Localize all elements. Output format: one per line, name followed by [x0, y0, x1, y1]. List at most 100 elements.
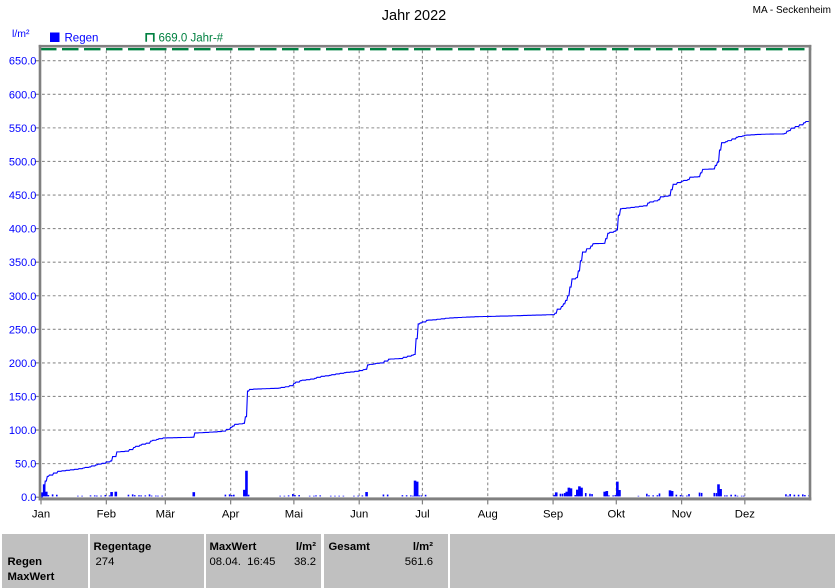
rain-bar — [717, 484, 720, 497]
table-separator — [447, 534, 450, 588]
rain-bar — [553, 494, 555, 497]
table-value-regentage: 274 — [95, 556, 115, 568]
y-tick-label: 400.0 — [9, 224, 37, 236]
y-tick-label: 50.0 — [15, 459, 36, 471]
rain-bar — [616, 481, 619, 497]
rain-bar — [730, 494, 732, 497]
rain-bar — [144, 495, 147, 497]
rain-bar — [283, 495, 286, 497]
rain-bar — [108, 495, 111, 497]
y-tick-label: 500.0 — [9, 156, 37, 168]
y-tick-label: 100.0 — [9, 425, 37, 437]
rain-bar — [77, 495, 79, 497]
rain-bar — [150, 495, 153, 497]
grid-lines — [42, 50, 810, 498]
rain-bar — [559, 493, 562, 497]
legend-reference-label: 669.0 Jahr-# — [159, 33, 224, 45]
y-tick-label: 550.0 — [9, 123, 37, 135]
rain-bar — [47, 495, 50, 497]
table-value-maxwert-amount: 38.2 — [294, 556, 316, 568]
rain-bar — [243, 489, 246, 497]
rain-chart: Jahr 2022 MA - Seckenheim l/m² Regen 669… — [9, 5, 831, 521]
month-label: Sep — [543, 509, 563, 521]
table-value-maxwert-datetime: 08.04. 16:45 — [209, 556, 276, 568]
rain-bar — [382, 494, 385, 497]
rain-bar — [612, 495, 614, 497]
rain-bar — [679, 495, 682, 497]
rain-bar — [127, 494, 130, 497]
rain-bar — [713, 492, 716, 497]
month-label: Mai — [285, 509, 303, 521]
axis-ticks — [34, 60, 746, 505]
rain-bar — [96, 495, 98, 497]
table-separator — [203, 534, 206, 588]
y-tick-label: 250.0 — [9, 324, 37, 336]
rain-bar — [401, 495, 404, 497]
rain-bar — [51, 494, 54, 497]
rain-bar — [245, 470, 248, 497]
rain-bar — [287, 495, 290, 497]
y-tick-label: 600.0 — [9, 89, 37, 101]
rain-bar — [334, 495, 336, 497]
rain-bar — [603, 491, 607, 497]
plot-border-top — [38, 44, 812, 48]
station-name: MA - Seckenheim — [753, 5, 831, 16]
rain-bar — [319, 495, 322, 497]
rain-bar — [148, 494, 151, 497]
table-header-maxwert: MaxWert — [209, 541, 257, 553]
y-tick-label: 200.0 — [9, 358, 37, 370]
rain-bar — [133, 495, 136, 497]
month-label: Dez — [735, 509, 755, 521]
rain-bar — [89, 495, 92, 497]
rain-bar — [605, 491, 609, 497]
month-label: Aug — [478, 509, 498, 521]
rain-bar — [192, 492, 196, 497]
rain-bar — [675, 494, 678, 497]
rain-bar — [688, 494, 690, 497]
rain-bar — [40, 492, 44, 497]
rain-bar — [580, 487, 583, 497]
rain-bar — [658, 493, 661, 497]
rain-bar — [420, 495, 423, 497]
rain-bar — [292, 494, 294, 497]
table-separator — [87, 534, 90, 588]
rain-bar — [719, 489, 722, 497]
rain-bar — [584, 493, 587, 497]
rain-bar — [656, 495, 659, 497]
rain-bar — [736, 495, 739, 497]
rain-bar — [140, 495, 142, 497]
rain-bar — [561, 493, 564, 497]
rain-bar — [233, 494, 235, 497]
rain-bar — [686, 495, 688, 497]
rain-bar — [405, 495, 408, 497]
month-label: Mär — [156, 509, 176, 521]
rain-bar — [569, 488, 573, 497]
month-label: Jan — [32, 509, 50, 521]
axis-labels: 0.0 50.0 100.0 150.0 200.0 250.0 300.0 350.0 400… — [9, 56, 755, 521]
plot-border-left — [38, 44, 42, 501]
month-label: Apr — [222, 509, 240, 521]
rain-bar — [793, 494, 796, 497]
rain-bar — [228, 494, 231, 497]
rain-bar — [114, 491, 118, 497]
rain-bar — [298, 495, 300, 497]
rain-bar — [386, 494, 389, 497]
rain-bar — [157, 495, 159, 497]
rain-bar — [652, 495, 654, 497]
y-tick-label: 650.0 — [9, 56, 37, 68]
rain-bar — [155, 495, 157, 497]
rain-bar — [698, 492, 701, 497]
cumulative-line-path — [41, 119, 811, 498]
table-header-gesamt: Gesamt — [328, 541, 370, 553]
rain-bar — [410, 495, 412, 497]
rain-bar — [608, 495, 610, 497]
plot-border — [38, 44, 812, 501]
rain-bar — [93, 495, 96, 497]
rain-bar — [138, 495, 140, 497]
cumulative-rain-line — [41, 119, 811, 498]
table-header-maxwert-unit: l/m² — [295, 541, 316, 553]
month-label: Jul — [415, 509, 429, 521]
rain-bar — [100, 495, 102, 497]
rain-bar — [646, 493, 648, 497]
rain-bar — [554, 492, 558, 497]
